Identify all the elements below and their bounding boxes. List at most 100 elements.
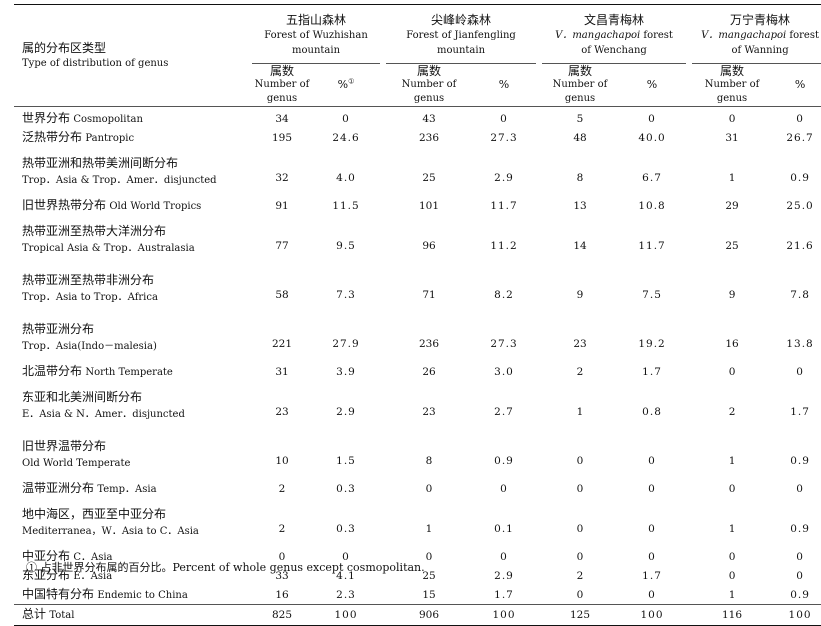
table-row: 世界分布 Cosmopolitan 34 0 43 0 5 0 0 0 xyxy=(14,107,821,129)
genus-count-cell: 0 xyxy=(728,550,736,563)
genus-count-cell: 34 xyxy=(275,112,289,125)
genus-count-cell: 71 xyxy=(422,289,436,301)
percent-cell: 27.3 xyxy=(490,338,518,350)
percent-cell: 100 xyxy=(618,604,687,626)
distribution-type-cell: 东亚分布 E．Asia xyxy=(22,567,113,582)
percent-cell: 40.0 xyxy=(638,131,666,144)
percent-cell: 0 xyxy=(796,482,804,495)
percent-cell: 100 xyxy=(472,604,537,626)
genus-count-cell: 15 xyxy=(422,588,436,601)
distribution-type-cell: 旧世界温带分布 Old World Temperate xyxy=(22,438,131,469)
percent-cell: 1.7 xyxy=(642,365,662,378)
percent-cell: 10.8 xyxy=(638,199,666,212)
genus-count-cell: 43 xyxy=(422,112,436,125)
genus-count-cell: 8 xyxy=(576,172,584,184)
genus-count-cell: 0 xyxy=(576,455,584,467)
table-row: 中亚分布 C．Asia 0 0 0 0 0 0 0 0 xyxy=(14,547,821,566)
distribution-type-cell: 北温带分布 North Temperate xyxy=(22,363,173,378)
distribution-type-cell: 热带亚洲和热带美洲间断分布 Trop．Asia & Trop．Amer．disju… xyxy=(22,155,217,186)
percent-cell: 100 xyxy=(772,604,821,626)
table-row: 热带亚洲分布 Trop．Asia(Indo－malesia) 221 27.9 236 2… xyxy=(14,313,821,362)
genus-count-cell: 195 xyxy=(271,131,293,144)
genus-count-cell: 0 xyxy=(425,550,433,563)
percent-cell: 11.2 xyxy=(490,240,518,252)
percent-cell: 0.3 xyxy=(336,523,356,535)
genus-count-cell: 0 xyxy=(425,482,433,495)
distribution-type-header: 属的分布区类型 Type of distribution of genus xyxy=(14,4,252,107)
percent-cell: 4.0 xyxy=(336,172,356,184)
table-page: 属的分布区类型 Type of distribution of genus 五指… xyxy=(14,4,821,626)
genus-count-cell: 101 xyxy=(418,199,440,212)
table-row: 东亚和北美洲间断分布 E．Asia & N．Amer．disjuncted 23 2.… xyxy=(14,381,821,430)
percent-cell: 0 xyxy=(342,550,350,563)
genus-count-cell: 25 xyxy=(422,172,436,184)
percent-cell: 7.3 xyxy=(336,289,356,301)
site-header-wuzhishan: 五指山森林 Forest of Wuzhishan mountain xyxy=(252,4,381,64)
genus-count-cell: 48 xyxy=(573,131,587,144)
percent-cell: 1.7 xyxy=(494,588,514,601)
percent-cell: 6.7 xyxy=(642,172,662,184)
table-row: 旧世界温带分布 Old World Temperate 10 1.5 8 0.9 0 0 1 0.… xyxy=(14,430,821,479)
percent-header: % xyxy=(472,63,537,107)
percent-cell: 0.3 xyxy=(336,482,356,495)
percent-cell: 25.0 xyxy=(786,199,814,212)
genus-count-cell: 9 xyxy=(728,289,736,301)
percent-cell: 24.6 xyxy=(332,131,360,144)
table-row: 北温带分布 North Temperate 31 3.9 26 3.0 2 1.7 0 0 xyxy=(14,362,821,381)
distribution-type-cell: 中亚分布 C．Asia xyxy=(22,548,113,563)
percent-cell: 7.5 xyxy=(642,289,662,301)
genus-count-cell: 10 xyxy=(275,455,289,467)
genus-count-cell: 16 xyxy=(725,338,739,350)
percent-header: %① xyxy=(312,63,381,107)
percent-cell: 11.7 xyxy=(490,199,518,212)
genus-count-cell: 32 xyxy=(275,172,289,184)
percent-cell: 0 xyxy=(796,365,804,378)
percent-cell: 2.9 xyxy=(494,569,514,582)
percent-cell: 26.7 xyxy=(786,131,814,144)
genus-count-cell: 13 xyxy=(573,199,587,212)
genus-count-cell: 77 xyxy=(275,240,289,252)
count-header: 属数 Number of genus xyxy=(542,63,619,107)
genus-count-cell: 16 xyxy=(275,588,289,601)
table-row: 热带亚洲至热带大洋洲分布 Tropical Asia & Trop．Austral… xyxy=(14,215,821,264)
distribution-type-en: Type of distribution of genus xyxy=(22,57,169,69)
genus-count-cell: 825 xyxy=(252,604,312,626)
percent-cell: 0 xyxy=(648,588,656,601)
genus-count-cell: 0 xyxy=(728,365,736,378)
distribution-type-cell: 地中海区，西亚至中亚分布 Mediterranea，W．Asia to C．Asi… xyxy=(22,506,199,537)
percent-cell: 11.7 xyxy=(638,240,666,252)
percent-cell: 0 xyxy=(648,455,656,467)
genus-count-cell: 2 xyxy=(728,406,736,418)
percent-cell: 0.9 xyxy=(790,523,810,535)
distribution-type-zh: 属的分布区类型 xyxy=(22,40,107,55)
percent-cell: 100 xyxy=(312,604,381,626)
percent-cell: 11.5 xyxy=(332,199,360,212)
genus-count-cell: 0 xyxy=(576,550,584,563)
genus-count-cell: 2 xyxy=(278,482,286,495)
percent-cell: 2.7 xyxy=(494,406,514,418)
genus-count-cell: 0 xyxy=(576,523,584,535)
genus-count-cell: 91 xyxy=(275,199,289,212)
genus-count-cell: 236 xyxy=(418,131,440,144)
percent-cell: 27.3 xyxy=(490,131,518,144)
percent-cell: 0 xyxy=(648,482,656,495)
percent-header: % xyxy=(772,63,821,107)
percent-cell: 0 xyxy=(342,112,350,125)
genus-count-cell: 2 xyxy=(576,569,584,582)
genus-count-cell: 0 xyxy=(728,112,736,125)
genus-count-cell: 1 xyxy=(728,523,736,535)
percent-cell: 0 xyxy=(648,523,656,535)
percent-cell: 0 xyxy=(796,112,804,125)
genus-count-cell: 2 xyxy=(278,523,286,535)
distribution-type-cell: 世界分布 Cosmopolitan xyxy=(22,110,143,125)
percent-cell: 0.9 xyxy=(494,455,514,467)
genus-count-cell: 0 xyxy=(576,482,584,495)
percent-cell: 1.5 xyxy=(336,455,356,467)
percent-cell: 1.7 xyxy=(642,569,662,582)
footnote: ① 占非世界分布属的百分比。Percent of whole genus exc… xyxy=(26,561,425,574)
table-row: 热带亚洲和热带美洲间断分布 Trop．Asia & Trop．Amer．disju… xyxy=(14,147,821,196)
percent-cell: 0 xyxy=(648,112,656,125)
percent-cell: 0.9 xyxy=(790,588,810,601)
count-header: 属数 Number of genus xyxy=(252,63,312,107)
percent-cell: 0 xyxy=(796,569,804,582)
